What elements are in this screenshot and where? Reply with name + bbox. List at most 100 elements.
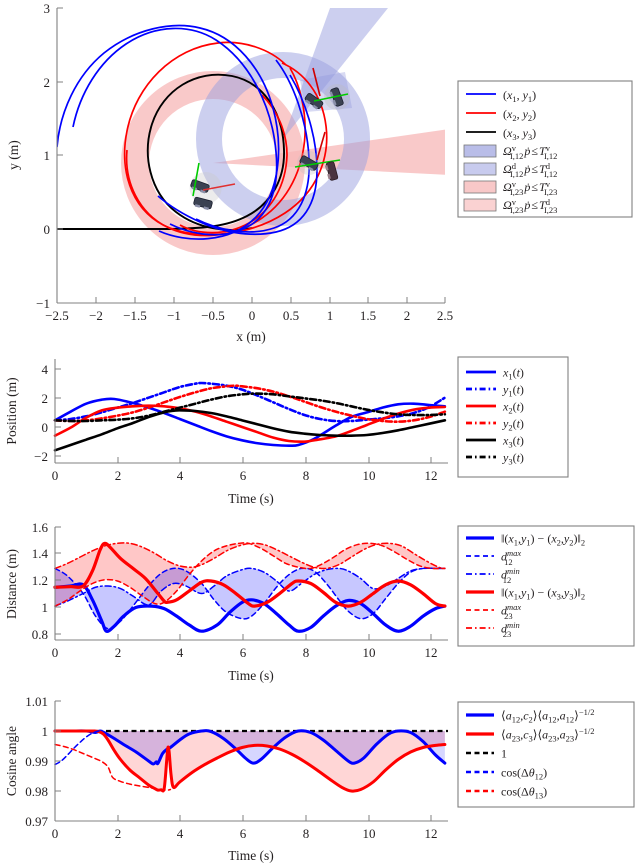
p2-xtick-12: 12 bbox=[425, 468, 438, 483]
p4-xtick-8: 8 bbox=[303, 826, 310, 841]
cosine-legend-label-cos12: ⟨a12,c2⟩⟨a12,a12⟩−1/2 bbox=[501, 707, 594, 725]
position-axes: 4 2 0 −2 0 2 4 6 8 10 12 Time (s) Positi… bbox=[4, 359, 448, 506]
robot-3-heading-red bbox=[316, 131, 326, 161]
position-legend-label-y_2(t): y2(t) bbox=[502, 417, 524, 433]
region-12-annulus bbox=[196, 52, 370, 226]
region-12-sector bbox=[283, 8, 388, 139]
curve-x1y1-d bbox=[195, 59, 311, 233]
curve-x2y2-b bbox=[125, 67, 306, 237]
trajectory-xlabel: x (m) bbox=[236, 329, 266, 344]
p4-xtick-10: 10 bbox=[363, 826, 376, 841]
legend-swatch-omega-v-23 bbox=[463, 180, 497, 194]
distance-legend-label-d23min: dmin 23 bbox=[501, 620, 520, 639]
legend-swatch-omega-v-12 bbox=[463, 144, 497, 158]
p3-xtick-12: 12 bbox=[425, 645, 438, 660]
p4-ytick-0.99: 0.99 bbox=[25, 754, 48, 769]
distance-series-d23min bbox=[54, 542, 446, 570]
cosine-svg: 1.01 1 0.99 0.98 0.97 0 2 4 6 8 10 12 Ti… bbox=[4, 694, 635, 863]
p4-xtick-2: 2 bbox=[115, 826, 122, 841]
curve-x1y1 bbox=[57, 24, 280, 240]
trajectory-axes: 3 2 1 0 −1 −2.5 −2 −1.5 −1 −0.5 0 0.5 1 … bbox=[6, 1, 453, 344]
position-svg: 4 2 0 −2 0 2 4 6 8 10 12 Time (s) Positi… bbox=[4, 356, 569, 506]
ytick-m1: −1 bbox=[36, 296, 50, 311]
robot-3-heading-green bbox=[294, 159, 341, 168]
cosine-curves bbox=[53, 729, 448, 793]
distance-legend-label-norm13: ‖(x1,y1) − (x3,y3)‖2 bbox=[501, 586, 585, 602]
p2-ytick-0: 0 bbox=[42, 420, 49, 435]
trajectory-svg: 3 2 1 0 −1 −2.5 −2 −1.5 −1 −0.5 0 0.5 1 … bbox=[6, 1, 633, 344]
cosine-fill-cos23 bbox=[55, 730, 445, 792]
p4-xtick-0: 0 bbox=[52, 826, 59, 841]
ytick-0: 0 bbox=[44, 222, 51, 237]
cosine-series-cos23 bbox=[53, 729, 447, 793]
p3-xtick-0: 0 bbox=[52, 645, 59, 660]
distance-legend-label-d12min: dmin 12 bbox=[501, 566, 520, 585]
legend-swatch-omega-d-12 bbox=[463, 162, 497, 176]
position-legend-label-x_1(t): x1(t) bbox=[502, 366, 524, 382]
panel-position: 4 2 0 −2 0 2 4 6 8 10 12 Time (s) Positi… bbox=[0, 345, 640, 520]
p3-ytick-1.4: 1.4 bbox=[32, 546, 49, 561]
distance-series-x1y1x2y2 bbox=[53, 582, 447, 633]
robot-6-marker bbox=[193, 196, 213, 211]
cosine-legend-label-cosdth12: cos(Δθ12) bbox=[501, 766, 547, 782]
position-legend: x1(t)y1(t)x2(t)y2(t)x3(t)y3(t) bbox=[457, 356, 569, 478]
p4-ytick-1.01: 1.01 bbox=[25, 694, 48, 709]
cosine-xlabel: Time (s) bbox=[228, 848, 274, 863]
position-series-x1t bbox=[53, 397, 447, 448]
position-legend-label-y_3(t): y3(t) bbox=[502, 451, 524, 467]
p2-xtick-4: 4 bbox=[177, 468, 184, 483]
p4-xtick-4: 4 bbox=[177, 826, 184, 841]
trajectory-curves bbox=[57, 24, 328, 240]
cosine-ylabel: Cosine angle bbox=[4, 726, 19, 796]
distance-curves bbox=[53, 541, 447, 633]
curve-x1y1-c bbox=[157, 74, 318, 236]
cosine-series-cos12 bbox=[53, 729, 447, 766]
trajectory-legend: (x1, y1) (x2, y2) (x3, y3) Ωv I,12ṗ≤Tv I,1… bbox=[457, 80, 633, 218]
distance-xlabel: Time (s) bbox=[228, 668, 274, 683]
xtick-0.5: 0.5 bbox=[283, 308, 299, 323]
cosine-legend: ⟨a12,c2⟩⟨a12,a12⟩−1/2⟨a23,c3⟩⟨a23,a23⟩−1… bbox=[457, 701, 635, 808]
position-legend-label-y_1(t): y1(t) bbox=[502, 383, 524, 399]
position-series-x2t bbox=[53, 404, 447, 444]
p4-ytick-0.97: 0.97 bbox=[25, 814, 48, 829]
p2-xtick-10: 10 bbox=[363, 468, 376, 483]
p2-xtick-0: 0 bbox=[52, 468, 59, 483]
p2-xtick-2: 2 bbox=[115, 468, 122, 483]
cosine-legend-label-one: 1 bbox=[501, 747, 507, 761]
xtick--2: −2 bbox=[89, 308, 103, 323]
distance-legend-label-norm12: ‖(x1,y1) − (x2,y2)‖2 bbox=[501, 532, 585, 548]
ytick-2: 2 bbox=[44, 75, 51, 90]
p4-ytick-1: 1 bbox=[42, 724, 49, 739]
p3-xtick-6: 6 bbox=[240, 645, 247, 660]
robot-3-marker bbox=[297, 151, 321, 175]
panel-cosine: 1.01 1 0.99 0.98 0.97 0 2 4 6 8 10 12 Ti… bbox=[0, 688, 640, 865]
p2-ytick-2: 2 bbox=[42, 391, 49, 406]
p3-ytick-1.6: 1.6 bbox=[32, 520, 49, 535]
xtick-1.5: 1.5 bbox=[360, 308, 376, 323]
cosine-axes: 1.01 1 0.99 0.98 0.97 0 2 4 6 8 10 12 Ti… bbox=[4, 694, 448, 863]
curve-x2y2-c bbox=[179, 94, 288, 234]
xtick--1.5: −1.5 bbox=[123, 308, 147, 323]
xtick-1: 1 bbox=[327, 308, 334, 323]
distance-legend-label-d23max: dmax 23 bbox=[501, 602, 521, 621]
legend-label-omega-d-23: Ωv I,23ṗ≤Td I,23 bbox=[503, 197, 557, 215]
distance-axes: 1.6 1.4 1.2 1 0.8 0 2 4 6 8 10 12 Time (… bbox=[4, 520, 448, 683]
legend-label-omega-d-12: Ωd I,12ṗ≤Td I,12 bbox=[503, 161, 557, 179]
panel-trajectory: 3 2 1 0 −1 −2.5 −2 −1.5 −1 −0.5 0 0.5 1 … bbox=[0, 0, 640, 345]
p2-ytick-4: 4 bbox=[42, 362, 49, 377]
legend-label-omega-v-23: Ωv I,23ṗ≤Tv I,23 bbox=[503, 179, 557, 197]
position-curves bbox=[53, 381, 447, 452]
position-ylabel: Position (m) bbox=[4, 377, 19, 444]
legend-label-x2y2: (x2, y2) bbox=[503, 107, 536, 123]
trajectory-ylabel: y (m) bbox=[6, 140, 21, 170]
xtick--0.5: −0.5 bbox=[201, 308, 225, 323]
admissible-regions bbox=[121, 8, 445, 255]
distance-ylabel: Distance (m) bbox=[4, 549, 19, 619]
distance-series-x1y1x3y3 bbox=[53, 541, 447, 608]
distance-band-d23max bbox=[55, 542, 445, 607]
distance-series-d12max bbox=[54, 567, 446, 630]
position-series-y3t bbox=[53, 392, 447, 423]
cosine-legend-label-cos23: ⟨a23,c3⟩⟨a23,a23⟩−1/2 bbox=[501, 726, 594, 744]
p2-xticks bbox=[54, 457, 432, 463]
